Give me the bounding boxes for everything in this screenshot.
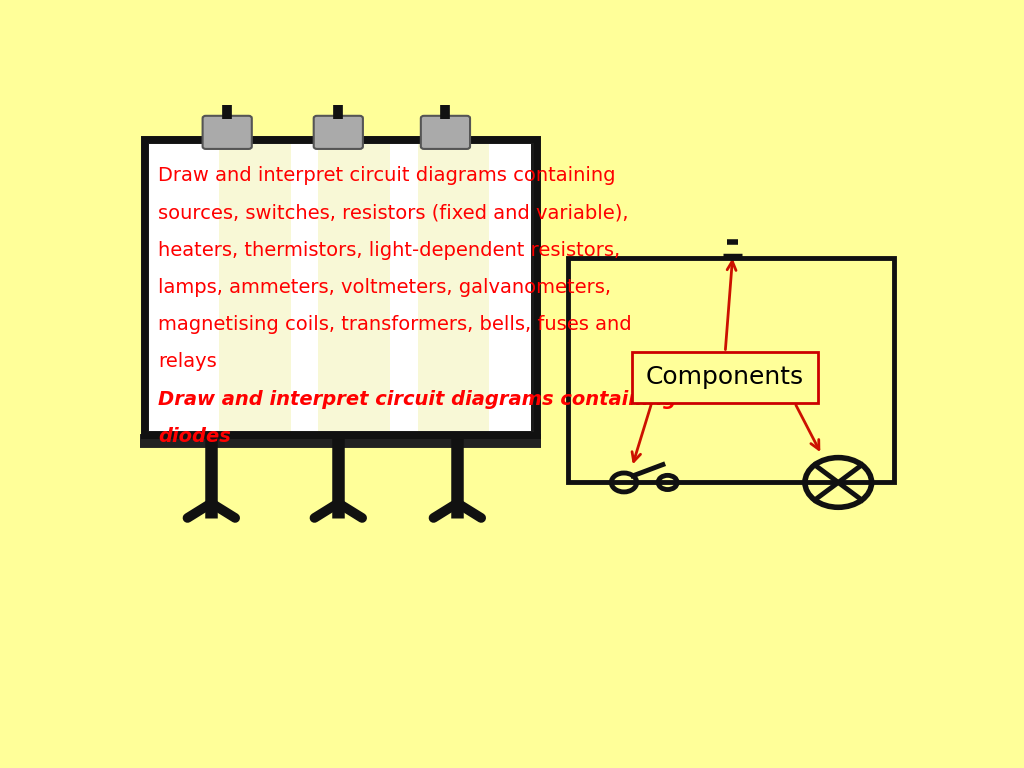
Text: diodes: diodes: [158, 427, 231, 446]
Text: Draw and interpret circuit diagrams containing: Draw and interpret circuit diagrams cont…: [158, 389, 677, 409]
Bar: [418, 144, 489, 431]
Bar: [150, 144, 531, 431]
Bar: [143, 140, 537, 435]
FancyBboxPatch shape: [313, 116, 362, 149]
Text: Draw and interpret circuit diagrams containing: Draw and interpret circuit diagrams cont…: [158, 166, 615, 185]
Bar: [318, 144, 390, 431]
Text: lamps, ammeters, voltmeters, galvanometers,: lamps, ammeters, voltmeters, galvanomete…: [158, 278, 611, 297]
Bar: [219, 144, 291, 431]
Bar: [632, 353, 818, 402]
Text: sources, switches, resistors (fixed and variable),: sources, switches, resistors (fixed and …: [158, 204, 629, 222]
FancyBboxPatch shape: [421, 116, 470, 149]
Text: relays: relays: [158, 353, 217, 372]
Text: heaters, thermistors, light-dependent resistors,: heaters, thermistors, light-dependent re…: [158, 240, 621, 260]
Text: Components: Components: [646, 366, 804, 389]
Bar: [568, 258, 894, 482]
FancyBboxPatch shape: [203, 116, 252, 149]
Text: magnetising coils, transformers, bells, fuses and: magnetising coils, transformers, bells, …: [158, 315, 632, 334]
